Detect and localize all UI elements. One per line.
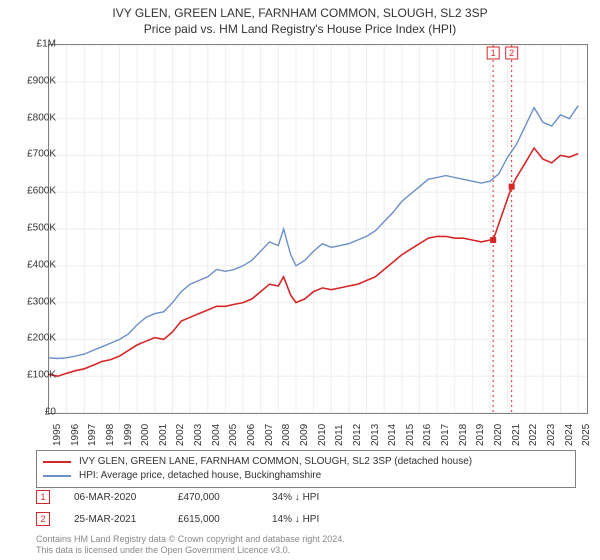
svg-text:2: 2 (509, 48, 514, 58)
y-tick-label: £200K (12, 333, 56, 344)
x-tick-label: 2003 (193, 424, 204, 446)
x-tick-label: 2005 (228, 424, 239, 446)
sale-row: 2 25-MAR-2021 £615,000 14% ↓ HPI (36, 512, 319, 526)
sale-badge: 1 (36, 490, 50, 504)
x-tick-label: 2014 (387, 424, 398, 446)
x-tick-label: 2017 (440, 424, 451, 446)
chart-container: IVY GLEN, GREEN LANE, FARNHAM COMMON, SL… (0, 0, 600, 560)
attribution-line: This data is licensed under the Open Gov… (36, 545, 345, 556)
x-tick-label: 2023 (546, 424, 557, 446)
x-tick-label: 2025 (581, 424, 592, 446)
x-tick-label: 2018 (458, 424, 469, 446)
y-tick-label: £300K (12, 296, 56, 307)
x-tick-label: 2008 (281, 424, 292, 446)
x-tick-label: 1998 (105, 424, 116, 446)
x-tick-label: 1999 (123, 424, 134, 446)
attribution-line: Contains HM Land Registry data © Crown c… (36, 534, 345, 545)
x-tick-label: 2020 (493, 424, 504, 446)
x-tick-label: 2013 (370, 424, 381, 446)
sale-badge: 2 (36, 512, 50, 526)
chart-title-address: IVY GLEN, GREEN LANE, FARNHAM COMMON, SL… (0, 0, 600, 20)
sale-date: 06-MAR-2020 (74, 492, 154, 503)
x-tick-label: 1995 (52, 424, 63, 446)
y-tick-label: £100K (12, 370, 56, 381)
x-tick-label: 1997 (87, 424, 98, 446)
y-tick-label: £500K (12, 223, 56, 234)
x-tick-label: 2007 (264, 424, 275, 446)
sale-row: 1 06-MAR-2020 £470,000 34% ↓ HPI (36, 490, 319, 504)
legend: IVY GLEN, GREEN LANE, FARNHAM COMMON, SL… (36, 450, 576, 488)
legend-row: IVY GLEN, GREEN LANE, FARNHAM COMMON, SL… (43, 455, 569, 469)
x-tick-label: 2015 (405, 424, 416, 446)
x-tick-label: 2010 (317, 424, 328, 446)
x-tick-label: 2012 (352, 424, 363, 446)
sale-badge-num: 2 (40, 513, 45, 525)
x-tick-label: 2011 (334, 424, 345, 446)
sale-price: £470,000 (178, 492, 248, 503)
y-tick-label: £900K (12, 75, 56, 86)
legend-swatch (43, 461, 71, 463)
legend-row: HPI: Average price, detached house, Buck… (43, 469, 569, 483)
x-tick-label: 2022 (528, 424, 539, 446)
x-tick-label: 1996 (70, 424, 81, 446)
x-tick-label: 2004 (211, 424, 222, 446)
legend-label: IVY GLEN, GREEN LANE, FARNHAM COMMON, SL… (79, 455, 472, 469)
x-tick-label: 2001 (158, 424, 169, 446)
sale-date: 25-MAR-2021 (74, 514, 154, 525)
x-tick-label: 2021 (511, 424, 522, 446)
x-tick-label: 2009 (299, 424, 310, 446)
attribution: Contains HM Land Registry data © Crown c… (36, 534, 345, 556)
sale-delta: 34% ↓ HPI (272, 492, 319, 503)
chart-svg: 12 (49, 45, 587, 413)
x-tick-label: 2016 (422, 424, 433, 446)
plot-area: 12 (48, 44, 588, 414)
x-tick-label: 2019 (475, 424, 486, 446)
svg-text:1: 1 (491, 48, 496, 58)
y-tick-label: £700K (12, 149, 56, 160)
legend-swatch (43, 475, 71, 477)
sale-delta: 14% ↓ HPI (272, 514, 319, 525)
y-tick-label: £0 (12, 407, 56, 418)
legend-label: HPI: Average price, detached house, Buck… (79, 469, 321, 483)
sale-price: £615,000 (178, 514, 248, 525)
chart-subtitle: Price paid vs. HM Land Registry's House … (0, 20, 600, 36)
y-tick-label: £1M (12, 39, 56, 50)
y-tick-label: £400K (12, 259, 56, 270)
x-tick-label: 2000 (140, 424, 151, 446)
sale-badge-num: 1 (40, 491, 45, 503)
y-tick-label: £800K (12, 112, 56, 123)
x-tick-label: 2006 (246, 424, 257, 446)
x-tick-label: 2002 (175, 424, 186, 446)
y-tick-label: £600K (12, 186, 56, 197)
x-tick-label: 2024 (564, 424, 575, 446)
